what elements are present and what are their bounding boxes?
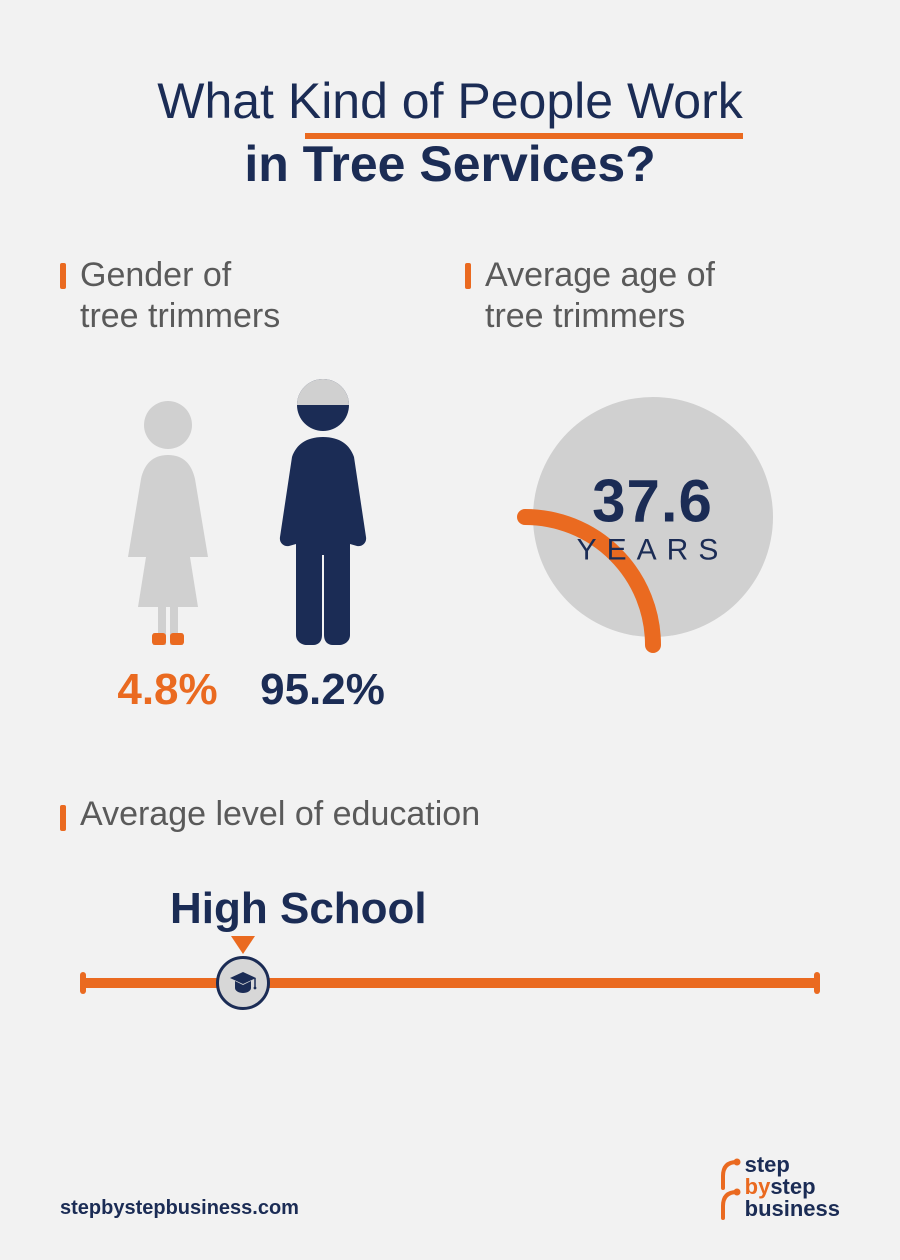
slider-track: [80, 978, 820, 988]
education-label: Average level of education: [60, 795, 840, 834]
age-label-text: Average age oftree trimmers: [485, 255, 715, 337]
age-chart: 37.6 YEARS: [465, 377, 840, 657]
gender-column: Gender oftree trimmers 4.8% 95.2%: [60, 255, 435, 715]
education-label-text: Average level of education: [80, 795, 480, 834]
logo-bracket-icon: [717, 1156, 743, 1222]
slider-knob: [216, 956, 270, 1010]
age-label: Average age oftree trimmers: [465, 255, 840, 337]
brand-logo: step bystep business: [717, 1154, 840, 1220]
slider-pointer-icon: [231, 936, 255, 954]
bullet-icon: [60, 805, 66, 831]
female-item: 4.8%: [108, 397, 228, 715]
stats-columns: Gender oftree trimmers 4.8% 95.2%: [60, 255, 840, 715]
age-number: 37.6: [577, 466, 729, 535]
male-icon: [258, 377, 388, 647]
title-line-1: What Kind of People Work: [157, 70, 742, 133]
female-icon: [108, 397, 228, 647]
education-value: High School: [170, 884, 840, 934]
male-item: 95.2%: [258, 377, 388, 715]
title-line-2: in Tree Services?: [244, 136, 655, 192]
graduation-cap-icon: [228, 968, 258, 998]
logo-text-3: business: [745, 1196, 840, 1221]
education-slider: [80, 940, 820, 1010]
male-pct: 95.2%: [258, 665, 388, 715]
footer-url: stepbystepbusiness.com: [60, 1197, 299, 1220]
education-section: Average level of education High School: [60, 795, 840, 1010]
age-unit: YEARS: [577, 533, 729, 567]
page-title: What Kind of People Work in Tree Service…: [60, 70, 840, 195]
gender-label-text: Gender oftree trimmers: [80, 255, 280, 337]
age-column: Average age oftree trimmers 37.6 YEARS: [465, 255, 840, 715]
gender-icons-row: 4.8% 95.2%: [60, 377, 435, 715]
gender-label: Gender oftree trimmers: [60, 255, 435, 337]
age-text: 37.6 YEARS: [577, 466, 729, 567]
bullet-icon: [60, 263, 66, 289]
female-pct: 4.8%: [108, 665, 228, 715]
footer: stepbystepbusiness.com step bystep busin…: [60, 1154, 840, 1220]
bullet-icon: [465, 263, 471, 289]
